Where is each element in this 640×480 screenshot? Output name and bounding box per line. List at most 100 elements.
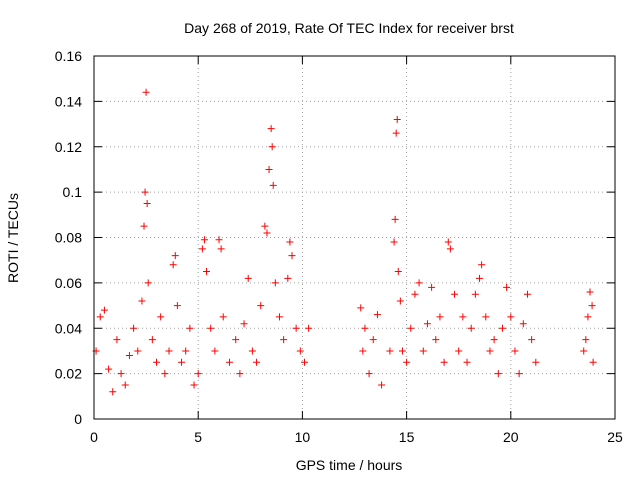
data-point	[415, 279, 423, 287]
data-point	[182, 347, 190, 355]
data-point	[403, 358, 411, 366]
data-point	[271, 279, 279, 287]
data-point	[589, 358, 597, 366]
data-point	[96, 313, 104, 321]
data-point	[207, 324, 215, 332]
y-tick-label: 0.08	[55, 230, 82, 246]
data-point	[288, 252, 296, 260]
data-point	[378, 381, 386, 389]
data-point	[396, 297, 404, 305]
data-point	[467, 324, 475, 332]
data-point	[391, 215, 399, 223]
data-point	[240, 320, 248, 328]
data-point	[365, 370, 373, 378]
y-tick-label: 0.06	[55, 275, 82, 291]
data-point	[498, 324, 506, 332]
data-point	[519, 320, 527, 328]
y-tick-label: 0.02	[55, 366, 82, 382]
data-point	[134, 347, 142, 355]
data-point	[411, 290, 419, 298]
data-point	[532, 358, 540, 366]
data-point	[215, 236, 223, 244]
data-point	[361, 324, 369, 332]
data-point	[263, 229, 271, 237]
data-point	[268, 143, 276, 151]
data-point	[153, 358, 161, 366]
data-point	[373, 311, 381, 319]
data-point	[476, 274, 484, 282]
data-point	[130, 324, 138, 332]
x-tick-label: 10	[295, 429, 311, 445]
x-tick-label: 15	[399, 429, 415, 445]
data-point	[440, 358, 448, 366]
data-points	[92, 88, 597, 396]
axis-ticks	[93, 55, 616, 420]
y-tick-label: 0.12	[55, 139, 82, 155]
data-point	[357, 304, 365, 312]
data-point	[138, 297, 146, 305]
data-point	[267, 125, 275, 133]
data-point	[261, 222, 269, 230]
data-point	[248, 347, 256, 355]
data-point	[217, 245, 225, 253]
x-tick-label: 0	[90, 429, 98, 445]
data-point	[494, 370, 502, 378]
data-point	[369, 336, 377, 344]
data-point	[186, 324, 194, 332]
data-point	[455, 347, 463, 355]
data-point	[165, 347, 173, 355]
data-point	[140, 222, 148, 230]
data-point	[171, 252, 179, 260]
y-tick-label: 0.16	[55, 48, 82, 64]
y-tick-label: 0	[74, 411, 82, 427]
data-point	[142, 88, 150, 96]
data-point	[588, 302, 596, 310]
data-point	[211, 347, 219, 355]
data-point	[148, 336, 156, 344]
data-point	[528, 336, 536, 344]
data-point	[392, 129, 400, 137]
data-point	[100, 306, 108, 314]
data-point	[244, 274, 252, 282]
data-point	[173, 302, 181, 310]
data-point	[432, 336, 440, 344]
data-point	[436, 313, 444, 321]
data-point	[203, 268, 211, 276]
data-point	[198, 245, 206, 253]
data-point	[398, 347, 406, 355]
data-point	[390, 238, 398, 246]
data-point	[463, 358, 471, 366]
data-point	[141, 188, 149, 196]
data-point	[482, 313, 490, 321]
data-point	[507, 313, 515, 321]
data-point	[286, 238, 294, 246]
y-tick-label: 0.14	[55, 93, 82, 109]
x-tick-label: 25	[607, 429, 623, 445]
y-tick-label: 0.04	[55, 320, 82, 336]
data-point	[471, 290, 479, 298]
data-point	[580, 347, 588, 355]
data-point	[253, 358, 261, 366]
data-point	[503, 283, 511, 291]
data-point	[232, 336, 240, 344]
data-point	[292, 324, 300, 332]
data-point	[296, 347, 304, 355]
data-point	[178, 358, 186, 366]
y-axis-label: ROTI / TECUs	[5, 193, 21, 283]
data-point	[161, 370, 169, 378]
data-point	[225, 358, 233, 366]
data-point	[393, 116, 401, 124]
data-point	[515, 370, 523, 378]
data-point	[117, 370, 125, 378]
x-tick-labels: 0 5 10 15 20 25	[90, 429, 623, 445]
data-point	[143, 199, 151, 207]
data-point	[190, 381, 198, 389]
data-point	[359, 347, 367, 355]
data-point	[265, 165, 273, 173]
data-point	[459, 313, 467, 321]
data-point	[478, 261, 486, 269]
data-point	[105, 365, 113, 373]
data-point	[586, 288, 594, 296]
data-point	[284, 274, 292, 282]
